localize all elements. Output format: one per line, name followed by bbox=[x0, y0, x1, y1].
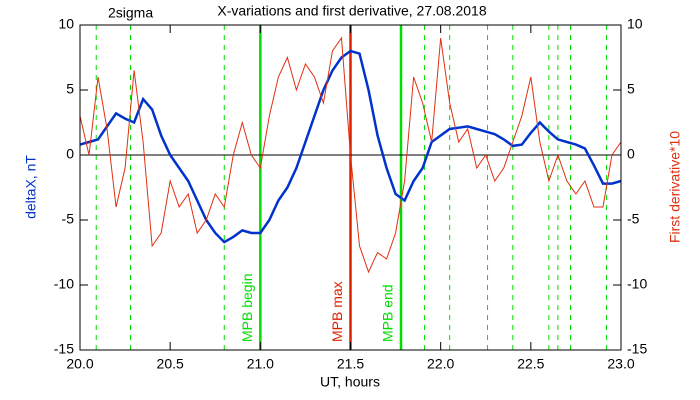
marker-label: MPB begin bbox=[239, 274, 255, 342]
marker-label: MPB max bbox=[329, 281, 345, 342]
x-tick-label: 22.0 bbox=[427, 356, 454, 372]
y-tick-label: -5 bbox=[62, 211, 75, 227]
x-tick-label: 20.0 bbox=[66, 356, 93, 372]
x-tick-label: 23.0 bbox=[607, 356, 634, 372]
annotation: 2sigma bbox=[108, 5, 153, 21]
x-tick-label: 21.5 bbox=[337, 356, 364, 372]
y2-axis-label: First derivative*10 bbox=[667, 131, 683, 243]
y2-tick-label: -10 bbox=[627, 276, 647, 292]
chart-title: X-variations and first derivative, 27.08… bbox=[217, 3, 486, 19]
y-tick-label: -10 bbox=[54, 276, 74, 292]
series-line bbox=[79, 36, 622, 274]
x-tick-label: 20.5 bbox=[157, 356, 184, 372]
series-line bbox=[79, 49, 622, 244]
x-axis-label: UT, hours bbox=[320, 374, 380, 390]
marker-label: MPB end bbox=[380, 284, 396, 342]
y-tick-label: 5 bbox=[66, 81, 74, 97]
x-tick-label: 21.0 bbox=[247, 356, 274, 372]
y2-tick-label: 10 bbox=[627, 16, 643, 32]
y-tick-label: 10 bbox=[58, 16, 74, 32]
y-axis-label: deltaX, nT bbox=[23, 155, 39, 219]
y-tick-label: 0 bbox=[66, 146, 74, 162]
y2-tick-label: 0 bbox=[627, 146, 635, 162]
y2-tick-label: -5 bbox=[627, 211, 640, 227]
y-tick-label: -15 bbox=[54, 341, 74, 357]
y2-tick-label: -15 bbox=[627, 341, 647, 357]
x-tick-label: 22.5 bbox=[517, 356, 544, 372]
y2-tick-label: 5 bbox=[627, 81, 635, 97]
